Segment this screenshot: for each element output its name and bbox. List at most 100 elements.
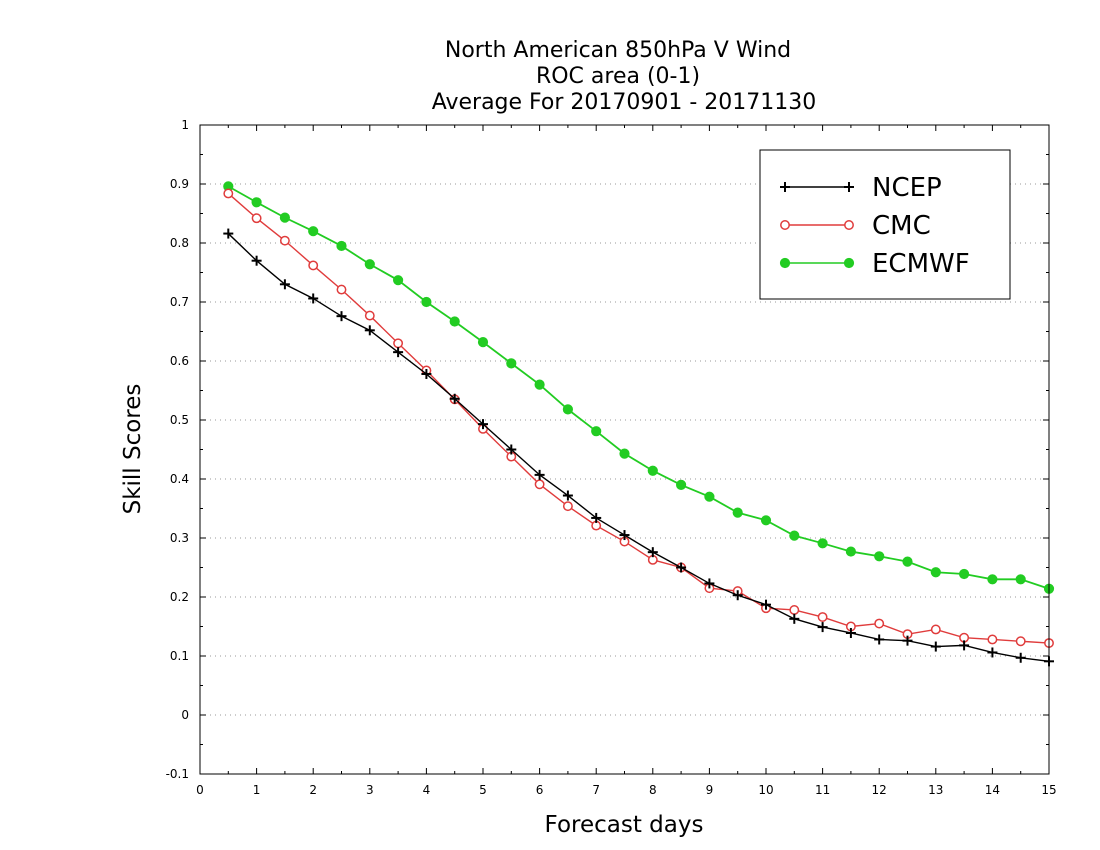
data-point-cmc: [279, 235, 290, 246]
series-group: [223, 181, 1055, 667]
data-point-ncep: [562, 490, 573, 501]
data-point-ecmwf: [959, 568, 970, 580]
data-point-ncep: [789, 613, 800, 624]
data-point-ecmwf: [760, 515, 772, 526]
legend-label-ncep: NCEP: [872, 173, 942, 203]
data-point-cmc: [1015, 636, 1026, 647]
data-point-cmc: [874, 618, 885, 629]
data-point-cmc: [562, 501, 573, 512]
data-point-ecmwf: [591, 426, 602, 437]
data-point-ecmwf: [308, 226, 319, 237]
data-point-ecmwf: [704, 491, 715, 502]
data-point-ecmwf: [647, 465, 658, 476]
title-line-1: North American 850hPa V Wind: [445, 38, 791, 63]
data-point-cmc: [364, 310, 375, 321]
data-point-ecmwf: [789, 530, 800, 541]
data-point-ncep: [478, 419, 488, 430]
data-point-ncep: [930, 641, 941, 652]
data-point-ncep: [902, 635, 913, 646]
legend-marker-start-ncep: [780, 182, 790, 192]
data-point-ecmwf: [336, 240, 347, 252]
x-tick-label: 14: [985, 783, 1000, 797]
x-tick-label: 2: [309, 783, 317, 797]
data-point-ecmwf: [562, 404, 574, 415]
x-tick-label: 10: [758, 783, 773, 797]
data-point-ncep: [987, 647, 998, 658]
data-point-ncep: [1015, 652, 1026, 663]
data-point-ncep: [647, 547, 658, 558]
data-point-ncep: [421, 368, 432, 379]
data-point-cmc: [789, 605, 800, 615]
x-tick-label: 0: [196, 783, 204, 797]
data-point-ncep: [449, 393, 460, 404]
x-tick-label: 11: [815, 783, 830, 797]
x-tick-label: 3: [366, 783, 374, 797]
chart-title: North American 850hPa V Wind ROC area (0…: [432, 38, 817, 115]
data-point-ecmwf: [676, 479, 687, 490]
data-point-ecmwf: [619, 448, 630, 459]
data-point-ncep: [732, 590, 743, 601]
data-point-ecmwf: [534, 379, 545, 390]
title-line-2: ROC area (0-1): [536, 64, 700, 89]
data-point-ecmwf: [449, 316, 460, 327]
data-point-ecmwf: [987, 574, 998, 585]
data-point-ecmwf: [364, 259, 375, 270]
data-point-cmc: [817, 612, 828, 623]
data-point-cmc: [251, 213, 262, 224]
legend: NCEP CMC ECMWF: [759, 149, 1011, 300]
data-point-cmc: [393, 338, 404, 349]
legend-marker-start-ecmwf: [779, 257, 791, 269]
legend-item-ecmwf: ECMWF: [779, 249, 970, 279]
data-point-ecmwf: [902, 556, 913, 567]
x-tick-label: 5: [479, 783, 487, 797]
legend-marker-end-ecmwf: [843, 257, 855, 269]
y-tick-label: -0.1: [166, 767, 189, 781]
data-point-ecmwf: [1015, 574, 1026, 585]
data-point-ecmwf: [251, 197, 262, 208]
x-tick-label: 4: [423, 783, 431, 797]
y-tick-label: 0.5: [170, 413, 189, 427]
data-point-ecmwf: [817, 538, 828, 549]
data-point-ncep: [591, 512, 602, 523]
legend-marker-start-cmc: [780, 220, 790, 230]
data-point-ncep: [506, 444, 517, 455]
data-point-ncep: [279, 279, 290, 290]
x-tick-label: 9: [706, 783, 714, 797]
data-point-cmc: [534, 479, 545, 490]
data-point-cmc: [930, 624, 941, 635]
y-tick-label: 0.2: [170, 590, 189, 604]
data-point-ecmwf: [930, 567, 941, 578]
x-axis-label: Forecast days: [545, 812, 704, 838]
y-tick-label: 0.4: [170, 472, 189, 486]
x-tick-label: 13: [928, 783, 943, 797]
title-line-3: Average For 20170901 - 20171130: [432, 90, 817, 115]
legend-label-cmc: CMC: [872, 211, 931, 241]
x-tick-label: 1: [253, 783, 261, 797]
y-tick-label: 1: [181, 118, 189, 132]
plot-frame: [199, 124, 1050, 775]
x-tick-label: 15: [1041, 783, 1056, 797]
data-point-cmc: [987, 634, 998, 645]
y-tick-label: 0: [181, 708, 189, 722]
series-ecmwf: [223, 181, 1055, 594]
data-point-ncep: [534, 469, 545, 480]
legend-marker-end-ncep: [844, 182, 854, 192]
data-point-ncep: [364, 325, 375, 336]
data-point-ncep: [959, 640, 970, 651]
y-tick-label: 0.8: [170, 236, 189, 250]
x-tick-label: 8: [649, 783, 657, 797]
data-point-ecmwf: [279, 212, 290, 223]
data-point-ecmwf: [477, 337, 489, 348]
data-point-ecmwf: [732, 507, 743, 518]
data-point-ncep: [393, 347, 404, 358]
data-point-ecmwf: [845, 546, 857, 557]
data-point-ecmwf: [421, 296, 432, 308]
legend-marker-end-cmc: [844, 220, 854, 230]
data-point-ncep: [336, 311, 347, 322]
y-tick-label: 0.1: [170, 649, 189, 663]
data-point-ecmwf: [393, 275, 404, 286]
data-point-ncep: [845, 627, 856, 638]
y-tick-label: 0.3: [170, 531, 189, 545]
data-point-ncep: [817, 622, 828, 633]
data-point-ncep: [761, 599, 771, 610]
